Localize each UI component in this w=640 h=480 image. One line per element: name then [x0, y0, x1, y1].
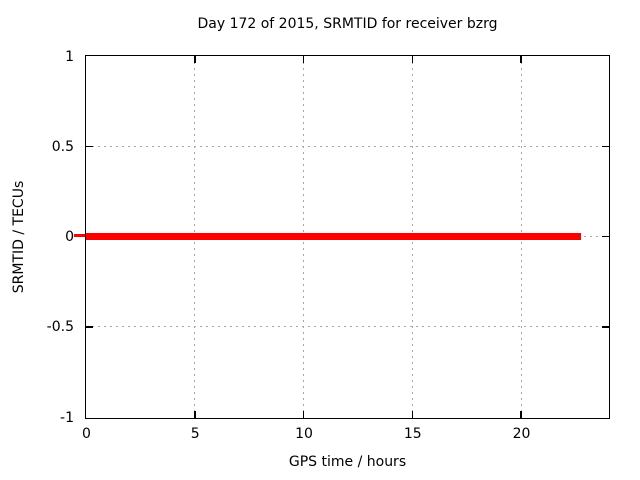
y-tick-mark-right-0.5 — [602, 145, 609, 147]
gridline-y-0.5 — [86, 145, 609, 147]
x-tick-mark-bottom-20 — [520, 411, 522, 418]
series-line-srmtid — [86, 233, 582, 240]
gridline-y--0.5 — [86, 326, 609, 328]
plot-area — [73, 55, 610, 419]
y-tick-mark-right--0.5 — [602, 326, 609, 328]
x-tick-mark-top-10 — [302, 56, 305, 63]
x-tick-mark-top-15 — [411, 56, 413, 63]
x-axis-title: GPS time / hours — [288, 454, 407, 470]
x-tick-mark-bottom-15 — [411, 411, 413, 418]
y-tick-label--1: -1 — [60, 409, 74, 426]
y-tick-mark-left--0.5 — [86, 326, 93, 328]
y-tick-label-1: 1 — [65, 48, 74, 65]
series-line-start-cap — [73, 234, 85, 237]
x-tick-label-5: 5 — [190, 426, 200, 442]
y-tick-label-0.5: 0.5 — [51, 138, 74, 155]
x-tick-label-15: 15 — [403, 426, 422, 442]
x-tick-mark-bottom-10 — [302, 411, 305, 418]
y-tick-mark-left-0.5 — [86, 145, 93, 147]
y-tick-mark-right-0 — [602, 235, 609, 238]
x-tick-label-20: 20 — [512, 426, 531, 442]
x-tick-mark-top-20 — [520, 56, 522, 63]
x-tick-label-0: 0 — [82, 426, 91, 442]
chart-title: Day 172 of 2015, SRMTID for receiver bzr… — [197, 16, 498, 32]
x-tick-mark-bottom-5 — [194, 411, 196, 418]
x-tick-mark-top-5 — [194, 56, 196, 63]
y-tick-label-0: 0 — [65, 229, 74, 245]
x-tick-label-10: 10 — [295, 426, 313, 442]
y-tick-label--0.5: -0.5 — [46, 319, 74, 336]
